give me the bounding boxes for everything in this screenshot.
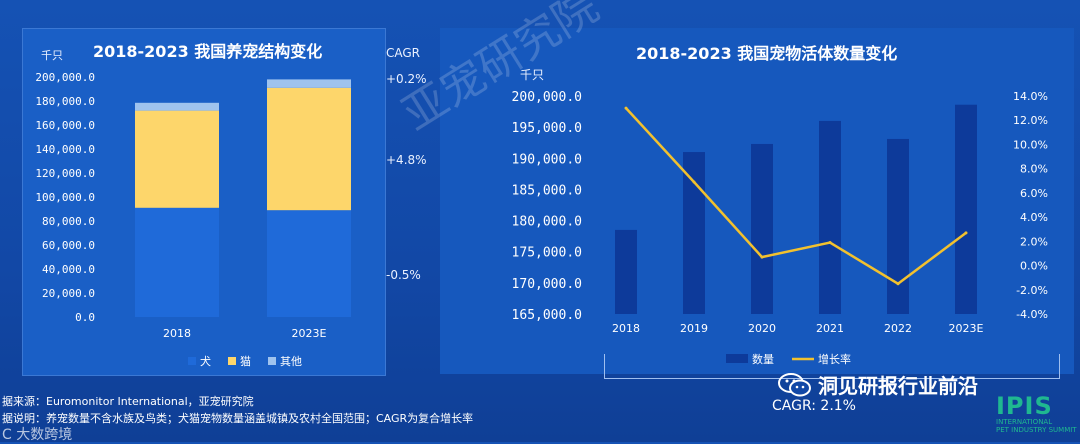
left-y-tick-label: 140,000.0 [35, 143, 95, 156]
right-y-tick-label: 185,000.0 [512, 183, 582, 198]
left-x-tick-label: 2023E [292, 327, 327, 340]
left-y-tick-label: 40,000.0 [42, 263, 95, 276]
left-legend-swatch [268, 357, 276, 365]
left-legend-swatch [228, 357, 236, 365]
right-y-unit: 千只 [520, 68, 545, 82]
left-y-tick-label: 60,000.0 [42, 239, 95, 252]
ipis-sub1: INTERNATIONAL [996, 418, 1053, 426]
right-combo-chart: 165,000.0 170,000.0 175,000.0 180,000.0 185,… [512, 90, 1048, 366]
ipis-logo: IPIS [996, 392, 1053, 420]
right-y2-tick-label: 12.0% [1013, 114, 1048, 127]
right-y2-tick-label: 2.0% [1020, 235, 1048, 248]
right-cagr-label: CAGR: 2.1% [772, 398, 856, 414]
right-legend-label: 增长率 [818, 352, 851, 366]
left-legend-label: 其他 [280, 355, 302, 368]
left-y-tick-label: 80,000.0 [42, 215, 95, 228]
left-y-tick-label: 120,000.0 [35, 167, 95, 180]
left-y-tick-label: 20,000.0 [42, 287, 95, 300]
right-legend-label: 数量 [752, 353, 774, 366]
footer-source: 据来源：Euromonitor International，亚宠研究院 [2, 395, 254, 408]
growth-rate-point [760, 255, 764, 259]
left-y-tick-label: 100,000.0 [35, 191, 95, 204]
cagr-other: +0.2% [386, 72, 427, 86]
left-legend-swatch [188, 357, 196, 365]
left-legend-label: 猫 [240, 355, 251, 368]
growth-rate-line [625, 107, 967, 286]
left-y-unit: 千只 [41, 49, 63, 62]
right-y2-tick-label: -2.0% [1016, 284, 1048, 297]
left-x-tick-label: 2018 [163, 327, 191, 340]
right-y2-tick-label: 6.0% [1020, 187, 1048, 200]
right-y-tick-label: 180,000.0 [512, 215, 582, 230]
right-y2-tick-label: 10.0% [1013, 138, 1048, 151]
footer-note: 据说明：养宠数量不含水族及鸟类；犬猫宠物数量涵盖城镇及农村全国范围；CAGR为复… [2, 412, 474, 425]
growth-rate-point [828, 241, 832, 245]
right-y2-tick-label: 8.0% [1020, 163, 1048, 176]
left-y-tick-label: 180,000.0 [35, 95, 95, 108]
left-bar-segment [135, 110, 219, 208]
left-bar-segment [267, 79, 351, 88]
growth-rate-point [896, 282, 900, 286]
right-y-tick-label: 165,000.0 [512, 308, 582, 323]
wechat-icon [778, 372, 811, 396]
left-y-tick-label: 160,000.0 [35, 119, 95, 132]
right-bar [751, 143, 773, 314]
right-x-tick-label: 2019 [680, 322, 708, 335]
right-chart-panel: 2018-2023 我国宠物活体数量变化 千只 165,000.0 170,000… [440, 28, 1074, 374]
wechat-account-name: 洞见研报行业前沿 [818, 374, 978, 398]
right-x-tick-label: 2023E [949, 322, 984, 335]
left-stacked-bar-chart: 0.0 20,000.0 40,000.0 60,000.0 80,000.0 100,0… [35, 71, 351, 368]
right-bar [887, 138, 909, 314]
left-y-tick-label: 200,000.0 [35, 71, 95, 84]
left-y-tick-label: 0.0 [75, 311, 95, 324]
growth-rate-point [692, 180, 696, 184]
cagr-dog: -0.5% [386, 268, 421, 282]
right-y-tick-label: 200,000.0 [512, 90, 582, 105]
left-chart-title: 2018-2023 我国养宠结构变化 [93, 42, 323, 61]
left-bar-segment [267, 210, 351, 317]
cagr-header: CAGR [386, 46, 421, 60]
right-y-tick-label: 175,000.0 [512, 246, 582, 261]
right-y-tick-label: 195,000.0 [512, 121, 582, 136]
right-chart-title: 2018-2023 我国宠物活体数量变化 [636, 44, 898, 63]
ipis-subtitle: INTERNATIONAL PET INDUSTRY SUMMIT [996, 418, 1077, 434]
right-bar [955, 104, 977, 314]
right-y2-tick-label: -4.0% [1016, 308, 1048, 321]
right-x-tick-label: 2020 [748, 322, 776, 335]
cagr-cat: +4.8% [386, 153, 427, 167]
right-y-tick-label: 190,000.0 [512, 152, 582, 167]
left-bar-segment [135, 102, 219, 111]
cagr-bracket [604, 354, 1060, 379]
growth-rate-point [964, 231, 968, 235]
growth-rate-point [624, 106, 628, 110]
left-chart-panel: 2018-2023 我国养宠结构变化 千只 0.0 20,000.0 40,000.… [22, 28, 386, 376]
right-x-tick-label: 2018 [612, 322, 640, 335]
right-bar [683, 152, 705, 314]
right-x-tick-label: 2021 [816, 322, 844, 335]
right-bar [819, 120, 841, 315]
right-legend-swatch-bar [726, 354, 748, 363]
left-bar-segment [135, 207, 219, 317]
wechat-badge: 洞见研报行业前沿 [778, 370, 978, 399]
right-x-tick-label: 2022 [884, 322, 912, 335]
right-y-tick-label: 170,000.0 [512, 277, 582, 292]
right-bar [615, 229, 637, 314]
left-bar-segment [267, 87, 351, 211]
footer-logo: C 大数跨境 [2, 427, 73, 443]
left-legend-label: 犬 [200, 354, 211, 368]
right-y2-tick-label: 14.0% [1013, 90, 1048, 103]
right-y2-tick-label: 4.0% [1020, 211, 1048, 224]
right-y2-tick-label: 0.0% [1020, 260, 1048, 273]
ipis-sub2: PET INDUSTRY SUMMIT [996, 426, 1077, 434]
